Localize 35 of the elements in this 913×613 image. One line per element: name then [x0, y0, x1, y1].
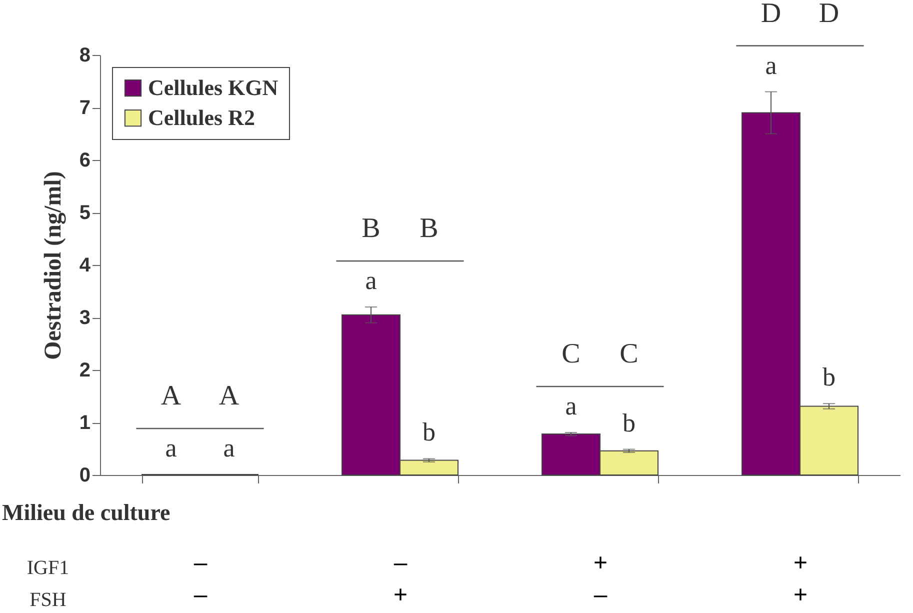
annotation: b — [822, 362, 836, 392]
annotation: B — [362, 213, 380, 244]
annotation: b — [422, 418, 436, 447]
annotation: a — [223, 433, 236, 462]
legend-label: Cellules KGN — [148, 75, 278, 100]
annotation: B — [420, 213, 438, 244]
text: D — [818, 0, 840, 29]
annotation: A — [160, 380, 182, 412]
text: IGF1 — [26, 557, 70, 579]
y-tick-label: 7 — [79, 97, 90, 119]
annotation: a — [765, 50, 778, 80]
legend-label: Cellules R2 — [148, 105, 255, 130]
y-tick-label: 0 — [79, 464, 90, 486]
text: FSH — [30, 589, 66, 611]
x-tick-label: – – — [194, 550, 208, 608]
annotation: a — [165, 433, 178, 462]
y-axis-title: Oestradiol (ng/ml) — [40, 171, 66, 360]
annotation: C — [562, 338, 580, 370]
y-tick-label: 2 — [79, 360, 90, 382]
x-tick-label: – + — [393, 550, 408, 608]
annotation: A — [218, 380, 240, 412]
y-tick-label: 6 — [79, 150, 90, 172]
annotation: a — [365, 266, 378, 295]
y-tick-label: 5 — [79, 202, 90, 224]
y-tick-label: 3 — [79, 307, 90, 329]
y-tick-label: 8 — [79, 44, 90, 66]
annotation: a — [565, 391, 578, 420]
x-tick-label: + + — [793, 550, 808, 608]
y-tick-label: 1 — [79, 412, 90, 434]
y-tick-label: 4 — [79, 254, 92, 276]
x-tick-label: + – — [593, 550, 608, 608]
text: D — [760, 0, 782, 29]
annotation: C — [620, 338, 638, 370]
annotation: b — [622, 408, 636, 438]
x-axis-title: Milieu de culture — [2, 500, 170, 525]
